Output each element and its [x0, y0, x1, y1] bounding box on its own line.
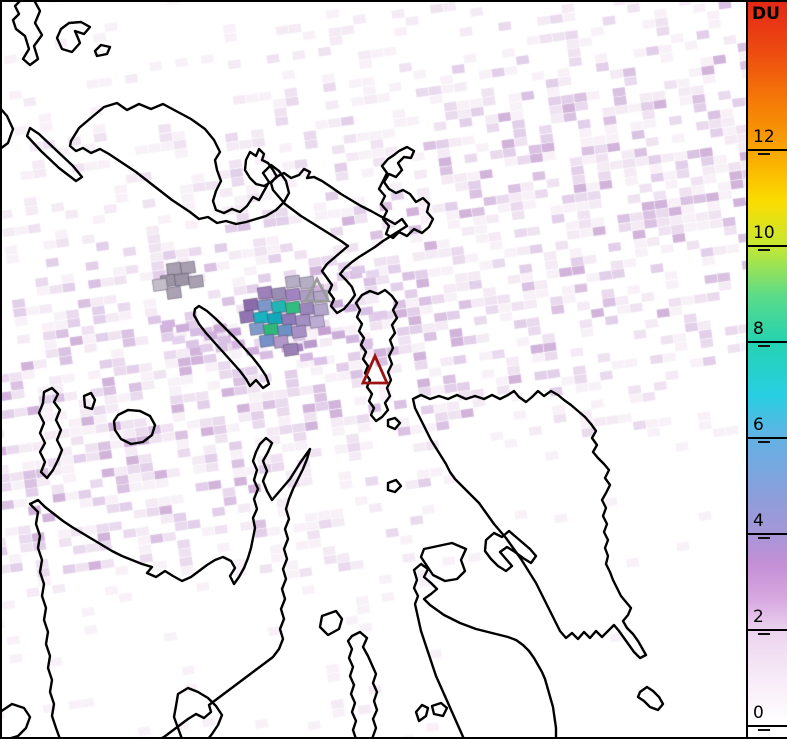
coastline-siquijor-quad	[318, 609, 344, 637]
colorbar-tick-dash	[758, 249, 770, 251]
colorbar-tick-line	[748, 341, 787, 343]
coastline-hook-northwest	[11, 2, 44, 67]
red-triangle-marker	[360, 352, 390, 385]
coastline-leyte	[411, 389, 648, 660]
coastline-bantayan-sliver	[37, 386, 64, 480]
colorbar-tick-label: 6	[753, 415, 764, 435]
colorbar-tick-label: 0	[753, 703, 764, 723]
coastline-islet-red-s1	[386, 416, 402, 431]
coastline-negros	[28, 436, 312, 737]
coastline-islet-w2-blob	[112, 408, 157, 446]
colorbar-tick-line	[748, 437, 787, 439]
colorbar-tick-label: 8	[753, 319, 764, 339]
coastline-cove-sw-corner	[2, 702, 32, 737]
colorbar-unit-label: DU	[752, 4, 780, 24]
colorbar-tick-line	[748, 629, 787, 631]
coastline-islet-nw-b	[93, 43, 112, 58]
coastline-red-marker-island	[354, 288, 399, 423]
so2-field-canvas	[2, 2, 746, 737]
coastline-islet-s-negros	[172, 686, 224, 737]
colorbar-tick-label: 10	[753, 223, 775, 243]
colorbar-tick-dash	[758, 441, 770, 443]
colorbar: DU 12 10 8 6 4 2 0	[746, 0, 787, 739]
coastline-islet-w1	[82, 391, 97, 411]
colorbar-tick-line	[748, 533, 787, 535]
colorbar-tick-line	[748, 725, 787, 727]
colorbar-tick-label: 12	[753, 127, 775, 147]
colorbar-tick-dash	[758, 153, 770, 155]
coastline-islet-wing	[483, 529, 538, 573]
coastline-island-s-tall	[346, 630, 379, 737]
coastline-islet-parallelogram	[419, 541, 468, 583]
colorbar-tick-dash	[758, 345, 770, 347]
colorbar-tick-dash	[758, 729, 770, 731]
coastline-islet-nw-a	[55, 20, 92, 54]
colorbar-tick-label: 2	[753, 607, 764, 627]
colorbar-tick-line	[748, 245, 787, 247]
map-area	[0, 0, 746, 739]
gray-triangle-marker	[303, 276, 331, 303]
coastline-cebu	[192, 304, 271, 390]
coastline-masbate	[68, 101, 291, 226]
coastline-islet-b2	[430, 701, 449, 718]
coastline-crown-islet	[243, 147, 279, 188]
colorbar-tick-line	[748, 149, 787, 151]
coastline-samar-pear	[377, 145, 435, 240]
coastline-islet-b1	[414, 703, 430, 723]
coastline-bohol	[412, 562, 558, 737]
coastline-islet-red-s2	[386, 478, 403, 494]
coastline-coast-left-bump	[2, 108, 15, 149]
colorbar-tick-dash	[758, 537, 770, 539]
colorbar-tick-label: 4	[753, 511, 764, 531]
coastline-overlay	[2, 2, 665, 737]
coastline-islet-se-comma	[636, 685, 665, 712]
coastline-ticao-sliver	[25, 126, 84, 183]
coastline-samar-west-wedge	[269, 167, 409, 315]
colorbar-tick-dash	[758, 633, 770, 635]
